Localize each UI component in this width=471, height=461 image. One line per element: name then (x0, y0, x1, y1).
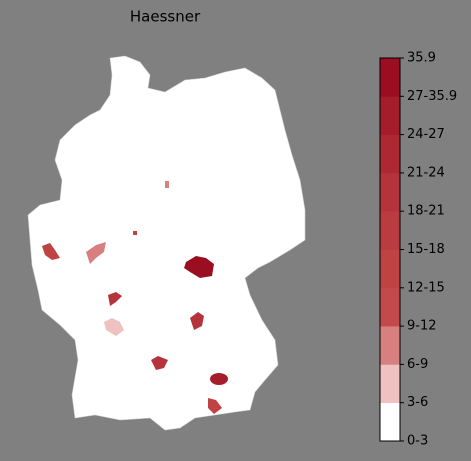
region (190, 312, 204, 330)
region (184, 256, 214, 278)
region (133, 231, 137, 235)
region (104, 318, 124, 336)
region (165, 181, 169, 188)
colorbar-segment (380, 287, 400, 327)
region (86, 242, 106, 264)
colorbar-label: 18-21 (407, 204, 445, 219)
colorbar-segment (380, 134, 400, 174)
colorbar-segment (380, 96, 400, 135)
colorbar-segment (380, 402, 400, 442)
region (108, 292, 122, 306)
colorbar-segment (380, 211, 400, 250)
colorbar-segment (380, 364, 400, 403)
map-title: Haessner (130, 8, 201, 26)
colorbar-segment (380, 326, 400, 365)
colorbar-segment (380, 249, 400, 289)
colorbar-segment (380, 172, 400, 212)
colorbar-label: 15-18 (407, 242, 445, 257)
region (151, 356, 168, 370)
colorbar-label: 35.9 (407, 51, 436, 66)
colorbar-label: 9-12 (407, 319, 437, 334)
colorbar-label: 12-15 (407, 280, 445, 295)
colorbar-label: 24-27 (407, 127, 445, 142)
region (42, 243, 60, 260)
region (210, 373, 228, 385)
region (208, 398, 222, 414)
colorbar-label: 27-35.9 (407, 89, 457, 104)
colorbar-label: 0-3 (407, 434, 428, 449)
colorbar-segment (380, 58, 400, 97)
germany-map (27, 55, 306, 431)
country-outline (27, 55, 306, 431)
colorbar-frame (379, 57, 401, 442)
colorbar-label: 6-9 (407, 357, 428, 372)
colorbar-label: 3-6 (407, 395, 428, 410)
colorbar: 0-3 3-6 6-9 9-12 12-15 15-18 18-21 21-24 24-27 27… (380, 51, 457, 449)
colorbar-label: 21-24 (407, 165, 445, 180)
